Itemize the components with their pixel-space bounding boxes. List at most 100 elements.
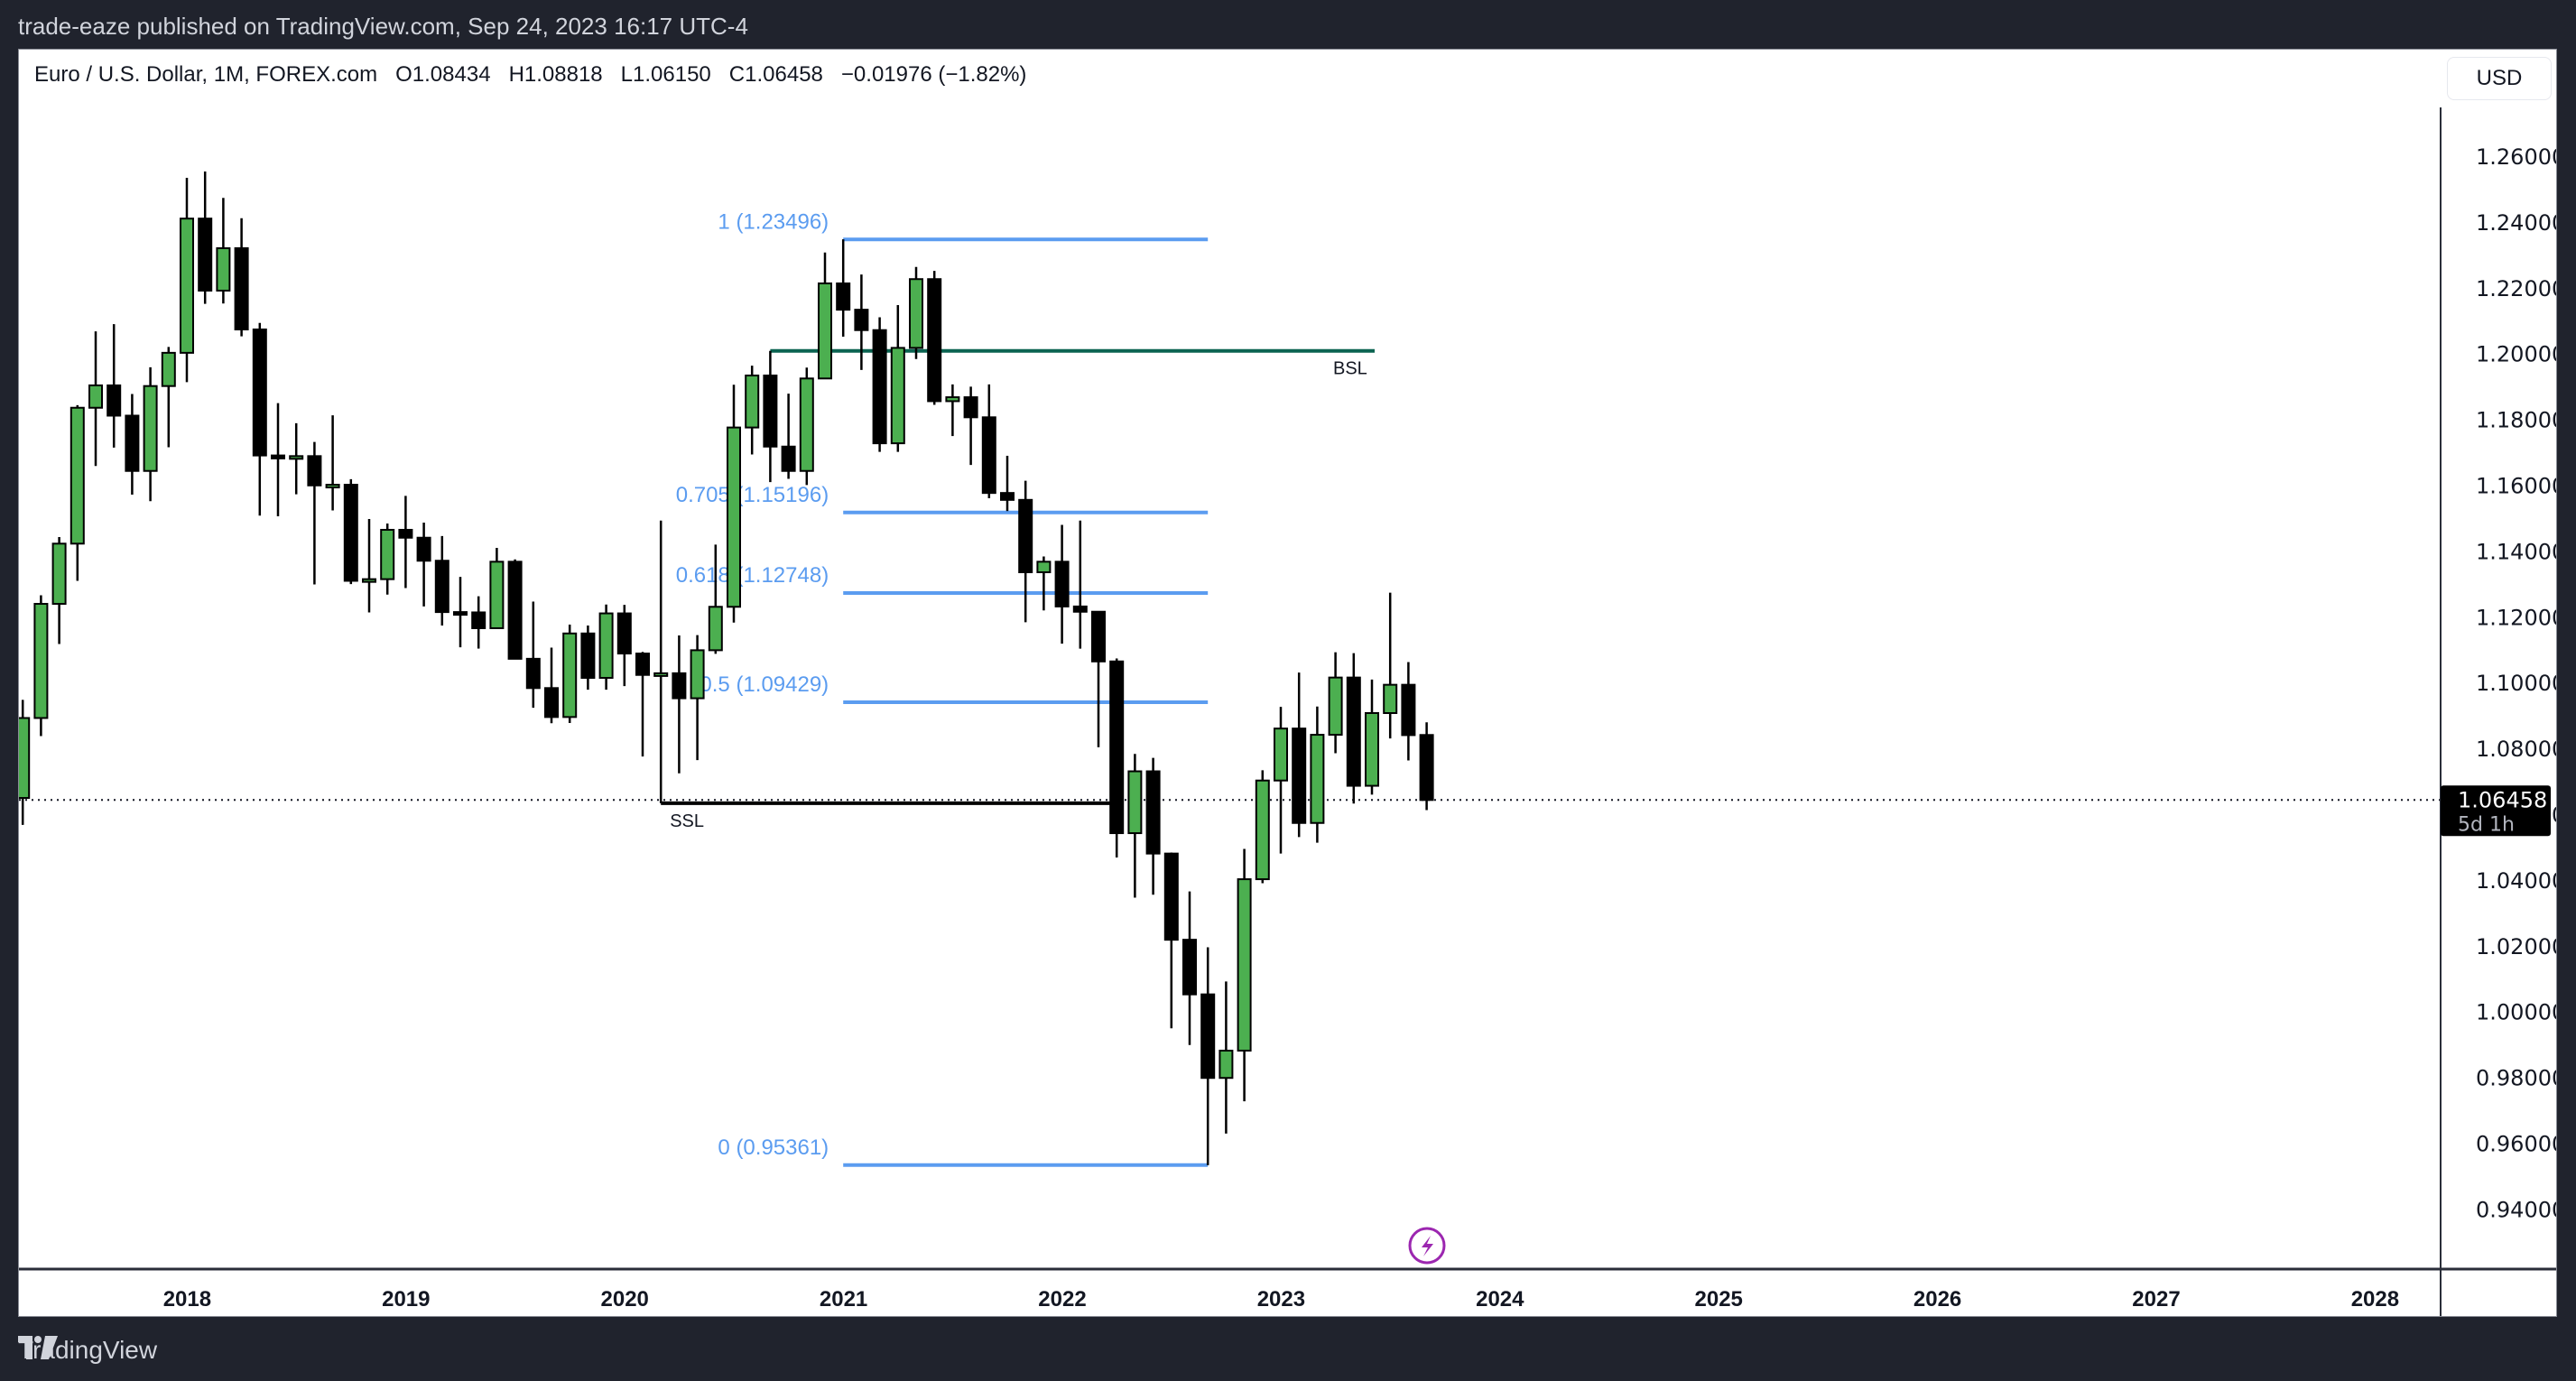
candle-up[interactable] [216, 246, 231, 292]
candle-up[interactable] [1310, 734, 1325, 824]
candle-down[interactable] [781, 445, 796, 472]
price-axis-tick: 1.08000 [2476, 737, 2557, 762]
candle-up[interactable] [289, 455, 304, 460]
candle-down[interactable] [1346, 676, 1361, 787]
candle-up[interactable] [890, 347, 905, 445]
time-axis-tick: 2023 [1257, 1287, 1305, 1311]
candle-up[interactable] [161, 351, 176, 387]
candle-up[interactable] [1383, 683, 1398, 715]
candle-down[interactable] [672, 672, 687, 700]
ohlc-low: L1.06150 [620, 62, 711, 87]
candle-up[interactable] [362, 578, 376, 583]
candle-up[interactable] [745, 375, 760, 429]
price-axis-tick: 1.12000 [2476, 605, 2557, 630]
chart-pane[interactable]: 1 (1.23496) 0.705 (1.15196) 0.618 (1.12748… [18, 49, 2557, 1317]
candle-down[interactable] [471, 611, 486, 629]
price-axis-tick: 0.94000 [2476, 1197, 2557, 1222]
candle-down[interactable] [927, 278, 942, 403]
candle-up[interactable] [1328, 676, 1343, 737]
price-axis-tick: 1.26000 [2476, 144, 2557, 170]
candle-down[interactable] [1145, 770, 1161, 855]
candle-up[interactable] [1365, 712, 1379, 787]
candle-up[interactable] [325, 484, 340, 489]
candle-down[interactable] [1000, 492, 1015, 501]
candle-up[interactable] [1274, 728, 1288, 782]
price-axis-tick: 1.14000 [2476, 539, 2557, 564]
candle-down[interactable] [836, 282, 851, 311]
candle-down[interactable] [1054, 561, 1070, 607]
candle-up[interactable] [1255, 779, 1270, 881]
candle-down[interactable] [1401, 683, 1416, 737]
candle-down[interactable] [453, 611, 468, 616]
candle-down[interactable] [1163, 852, 1179, 941]
candle-up[interactable] [51, 542, 67, 605]
candle-down[interactable] [107, 384, 122, 417]
currency-button[interactable]: USD [2447, 57, 2552, 100]
candle-down[interactable] [763, 375, 778, 448]
candle-up[interactable] [489, 561, 505, 629]
candle-down[interactable] [544, 687, 559, 718]
time-axis-tick: 2022 [1038, 1287, 1086, 1311]
candle-up[interactable] [143, 385, 158, 472]
candle-up[interactable] [653, 672, 669, 677]
candle-down[interactable] [1109, 660, 1125, 835]
candle-down[interactable] [1018, 498, 1033, 573]
price-axis-tick: 1.04000 [2476, 868, 2557, 894]
candle-down[interactable] [416, 536, 431, 562]
candle-down[interactable] [271, 454, 285, 459]
fib-level-label: 0.705 (1.15196) [676, 483, 829, 507]
candle-up[interactable] [562, 632, 578, 718]
candle-up[interactable] [708, 606, 723, 652]
candle-down[interactable] [580, 632, 596, 680]
candle-up[interactable] [945, 396, 960, 403]
candle-up[interactable] [598, 612, 614, 680]
candle-up[interactable] [727, 426, 741, 608]
candle-down[interactable] [234, 246, 249, 330]
candle-down[interactable] [398, 528, 413, 539]
candle-down[interactable] [1292, 728, 1307, 824]
candle-down[interactable] [1182, 939, 1197, 996]
candle-up[interactable] [799, 377, 814, 472]
candle-up[interactable] [88, 384, 103, 409]
candle-down[interactable] [872, 329, 887, 445]
candle-down[interactable] [507, 561, 523, 660]
fib-level-label: 0.618 (1.12748) [676, 563, 829, 588]
candle-down[interactable] [981, 416, 996, 495]
candle-down[interactable] [1419, 734, 1434, 802]
candle-down[interactable] [854, 309, 869, 331]
bar-countdown: 5d 1h [2458, 813, 2515, 836]
time-axis-tick: 2018 [163, 1287, 211, 1311]
candle-down[interactable] [1091, 610, 1106, 663]
candle-down[interactable] [343, 484, 358, 582]
candle-down[interactable] [125, 414, 140, 472]
current-price-value: 1.06458 [2458, 787, 2547, 812]
candle-up[interactable] [1127, 770, 1143, 835]
candle-down[interactable] [198, 218, 213, 292]
candle-up[interactable] [180, 218, 194, 354]
price-axis-tick: 1.24000 [2476, 210, 2557, 236]
candle-down[interactable] [1200, 993, 1216, 1080]
candle-up[interactable] [1219, 1049, 1234, 1080]
candle-up[interactable] [380, 528, 395, 580]
candle-down[interactable] [525, 657, 541, 690]
fib-level-label: 0 (0.95361) [718, 1135, 829, 1160]
price-change: −0.01976 (−1.82%) [840, 62, 1027, 87]
time-axis-tick: 2019 [382, 1287, 430, 1311]
candle-down[interactable] [1072, 605, 1088, 613]
candle-down[interactable] [963, 396, 978, 419]
candle-up[interactable] [19, 717, 31, 800]
candle-down[interactable] [434, 560, 449, 614]
candle-up[interactable] [69, 406, 85, 545]
candle-up[interactable] [33, 602, 49, 719]
candlestick-chart[interactable]: 1 (1.23496) 0.705 (1.15196) 0.618 (1.12748… [19, 50, 2557, 1317]
candle-up[interactable] [1036, 561, 1052, 573]
candle-up[interactable] [690, 649, 705, 700]
candle-up[interactable] [909, 278, 923, 349]
price-axis-tick: 0.96000 [2476, 1132, 2557, 1157]
candle-down[interactable] [307, 455, 322, 487]
candle-up[interactable] [818, 282, 832, 380]
candle-down[interactable] [635, 653, 650, 676]
candle-up[interactable] [1237, 878, 1252, 1052]
candle-down[interactable] [252, 328, 267, 457]
candle-down[interactable] [616, 612, 632, 655]
